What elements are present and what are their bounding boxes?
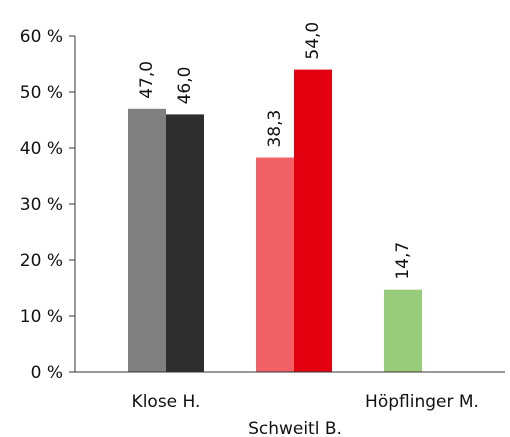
bar — [384, 289, 422, 372]
x-category-label: Höpflinger M. — [365, 392, 479, 412]
y-tick-label: 0 % — [31, 363, 63, 383]
y-tick-label: 60 % — [20, 27, 63, 47]
bar-value-label: 38,3 — [265, 110, 285, 148]
bar — [128, 108, 166, 373]
y-axis: 0 % 10 % 20 % 30 % 40 % 50 % 60 % — [20, 27, 76, 383]
x-category-label: Schweitl B. — [248, 419, 342, 437]
y-tick-label: 20 % — [20, 251, 63, 271]
x-axis: Klose H. Schweitl B. Höpflinger M. — [69, 371, 505, 437]
bar — [166, 114, 204, 373]
x-category-label: Klose H. — [132, 392, 201, 412]
bars — [128, 69, 422, 373]
bar-value-label: 47,0 — [137, 61, 157, 99]
y-tick-label: 40 % — [20, 139, 63, 159]
y-tick-label: 10 % — [20, 307, 63, 327]
bar — [294, 69, 332, 372]
y-tick-label: 50 % — [20, 83, 63, 103]
bar — [256, 157, 294, 372]
bar-value-label: 54,0 — [303, 22, 323, 60]
y-tick-label: 30 % — [20, 195, 63, 215]
bar-value-label: 14,7 — [393, 242, 413, 280]
bar-value-label: 46,0 — [175, 67, 195, 105]
value-labels: 47,0 46,0 38,3 54,0 14,7 — [137, 22, 413, 280]
